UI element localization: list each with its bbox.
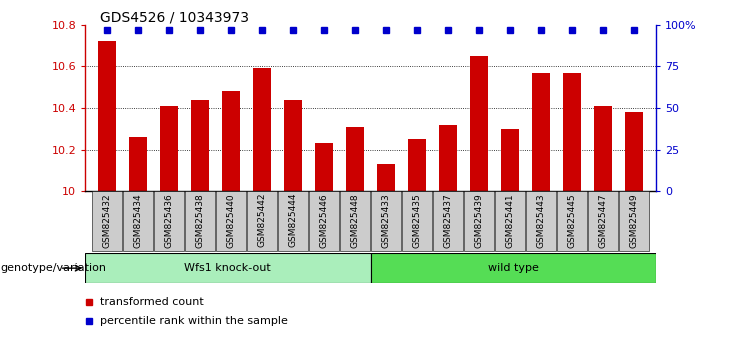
Text: GSM825438: GSM825438 bbox=[196, 193, 205, 248]
Bar bbox=[532, 73, 551, 191]
Bar bbox=[402, 191, 432, 251]
Text: GSM825434: GSM825434 bbox=[133, 193, 142, 247]
Text: GSM825440: GSM825440 bbox=[227, 193, 236, 247]
Bar bbox=[470, 56, 488, 191]
Bar bbox=[594, 106, 612, 191]
Bar bbox=[247, 191, 277, 251]
Text: GDS4526 / 10343973: GDS4526 / 10343973 bbox=[100, 11, 249, 25]
Bar bbox=[92, 191, 122, 251]
Bar bbox=[371, 191, 401, 251]
Bar bbox=[98, 41, 116, 191]
Text: GSM825441: GSM825441 bbox=[505, 193, 514, 247]
Bar bbox=[340, 191, 370, 251]
Bar bbox=[222, 91, 240, 191]
Text: GSM825444: GSM825444 bbox=[288, 193, 297, 247]
Bar bbox=[433, 191, 463, 251]
Bar bbox=[309, 191, 339, 251]
Text: GSM825442: GSM825442 bbox=[257, 193, 267, 247]
Bar bbox=[408, 139, 426, 191]
Bar bbox=[315, 143, 333, 191]
Text: GSM825448: GSM825448 bbox=[350, 193, 359, 247]
Bar bbox=[154, 191, 184, 251]
Text: percentile rank within the sample: percentile rank within the sample bbox=[100, 316, 288, 326]
Bar bbox=[253, 68, 271, 191]
Text: wild type: wild type bbox=[488, 263, 539, 273]
Text: transformed count: transformed count bbox=[100, 297, 204, 307]
Text: GSM825433: GSM825433 bbox=[382, 193, 391, 248]
Bar bbox=[123, 191, 153, 251]
Bar bbox=[159, 106, 179, 191]
Text: GSM825449: GSM825449 bbox=[630, 193, 639, 247]
Bar bbox=[526, 191, 556, 251]
Bar bbox=[284, 100, 302, 191]
Text: Wfs1 knock-out: Wfs1 knock-out bbox=[185, 263, 271, 273]
Bar bbox=[216, 191, 246, 251]
Text: GSM825436: GSM825436 bbox=[165, 193, 173, 248]
Bar bbox=[495, 191, 525, 251]
Text: GSM825432: GSM825432 bbox=[102, 193, 111, 247]
Text: GSM825443: GSM825443 bbox=[536, 193, 545, 247]
Bar bbox=[85, 253, 370, 283]
Text: GSM825445: GSM825445 bbox=[568, 193, 576, 247]
Text: genotype/variation: genotype/variation bbox=[1, 263, 107, 273]
Bar bbox=[464, 191, 494, 251]
Text: GSM825435: GSM825435 bbox=[413, 193, 422, 248]
Bar bbox=[376, 164, 395, 191]
Bar bbox=[501, 129, 519, 191]
Bar bbox=[557, 191, 587, 251]
Bar bbox=[190, 100, 209, 191]
Bar bbox=[185, 191, 215, 251]
Bar bbox=[439, 125, 457, 191]
Bar bbox=[562, 73, 582, 191]
Bar bbox=[370, 253, 656, 283]
Bar bbox=[619, 191, 649, 251]
Bar bbox=[346, 127, 365, 191]
Text: GSM825446: GSM825446 bbox=[319, 193, 328, 247]
Bar bbox=[129, 137, 147, 191]
Text: GSM825439: GSM825439 bbox=[474, 193, 484, 248]
Bar bbox=[588, 191, 618, 251]
Text: GSM825437: GSM825437 bbox=[444, 193, 453, 248]
Text: GSM825447: GSM825447 bbox=[599, 193, 608, 247]
Bar bbox=[278, 191, 308, 251]
Bar bbox=[625, 112, 643, 191]
